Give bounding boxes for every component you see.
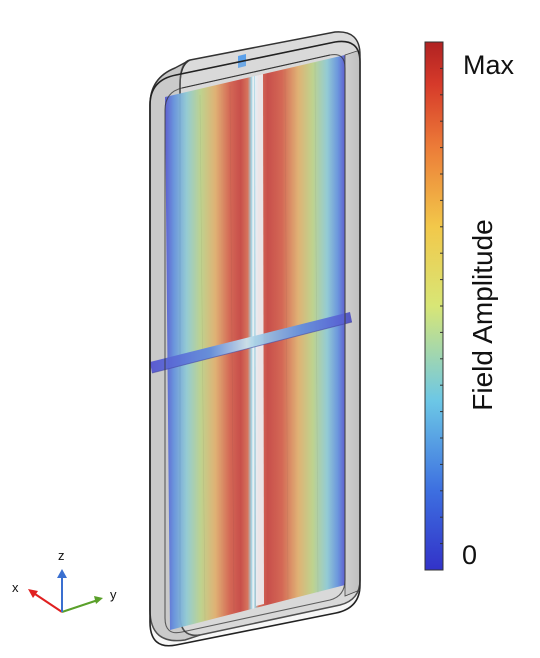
colorbar-max-label: Max <box>463 50 515 80</box>
enclosure-front-face <box>149 40 361 647</box>
enclosure-right-strip <box>344 49 361 597</box>
horizontal-slice-edge <box>151 321 353 374</box>
x-axis-arrowhead <box>28 589 38 598</box>
z-axis-arrowhead <box>57 569 67 578</box>
colorbar-ticks <box>440 67 443 545</box>
x-axis-arrow <box>31 591 63 613</box>
y-axis-arrowhead <box>94 596 103 604</box>
colorbar-min-label: 0 <box>462 540 478 570</box>
y-axis-label: y <box>110 587 117 602</box>
z-axis-label: z <box>58 548 65 563</box>
enclosure-top-edge <box>175 41 336 89</box>
x-axis-label: x <box>12 580 19 595</box>
colorbar-title: Field Amplitude <box>467 219 498 411</box>
axis-triad <box>28 569 103 613</box>
horizontal-slice-plane <box>150 312 352 373</box>
y-axis-arrow <box>61 599 99 613</box>
